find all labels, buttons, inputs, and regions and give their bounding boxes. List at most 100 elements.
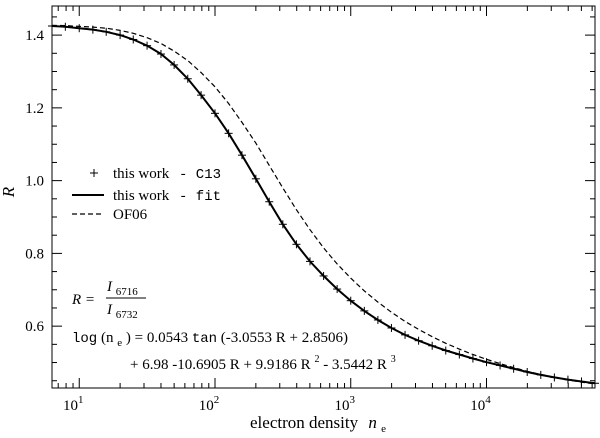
data-point	[197, 91, 206, 100]
data-point	[455, 350, 464, 359]
formula-log-arg-subscript: e	[117, 337, 122, 349]
legend-marker-plus	[90, 169, 98, 177]
data-point	[509, 364, 518, 373]
denominator-symbol: I	[106, 302, 113, 318]
y-axis-label: R	[0, 186, 18, 198]
data-point	[278, 220, 287, 229]
x-axis-label-symbol: n	[368, 413, 377, 432]
legend-entry-c13: this work - C13	[90, 166, 221, 183]
legend-entry-of06: OF06	[72, 207, 148, 223]
data-point	[116, 31, 125, 40]
data-point	[61, 22, 70, 31]
formula-tan-arg: (-3.0553 R + 2.8506)	[221, 330, 348, 346]
data-point	[102, 27, 111, 36]
legend: this work - C13 this work - fit OF06	[72, 166, 221, 223]
formula-line-1: log (n e ) = 0.0543 tan (-3.0553 R + 2.8…	[72, 330, 348, 350]
x-tick-label-base: 10	[63, 398, 78, 414]
x-tick-label: 104	[470, 394, 491, 414]
data-point	[333, 285, 342, 294]
data-point	[550, 373, 559, 382]
ratio-lhs: R =	[71, 292, 95, 308]
data-point	[401, 330, 410, 339]
x-tick-label-exponent: 4	[485, 394, 491, 406]
data-point	[414, 336, 423, 345]
data-point	[496, 361, 505, 370]
x-axis-label: electron density n e	[250, 413, 386, 435]
x-tick-label: 102	[199, 394, 220, 414]
ratio-numerator: I 6716	[106, 279, 138, 298]
data-point	[373, 315, 382, 324]
data-point	[441, 346, 450, 355]
numerator-symbol: I	[106, 279, 113, 295]
data-point	[563, 375, 572, 384]
data-point	[170, 60, 179, 69]
formula-coefficient: = 0.0543	[135, 330, 192, 346]
x-tick-label: 101	[63, 394, 84, 414]
x-axis-label-text: electron density	[250, 413, 359, 432]
data-point	[265, 197, 274, 206]
data-point	[319, 271, 328, 280]
formula-log-arg: (n	[101, 330, 114, 346]
data-point	[75, 24, 84, 33]
formula-line-2: + 6.98 -10.6905 R + 9.9186 R 2 - 3.5442 …	[130, 350, 396, 373]
series-of06	[51, 24, 596, 385]
formula-poly-b: - 3.5442 R	[323, 357, 387, 373]
data-point	[210, 109, 219, 118]
of06-line	[51, 24, 596, 385]
plot-frame	[51, 5, 596, 389]
legend-text-c13: this work - C13	[113, 166, 221, 183]
x-tick-label-exponent: 1	[78, 394, 84, 406]
legend-entry-fit: this work - fit	[72, 188, 221, 205]
legend-code-fit: - fit	[179, 189, 221, 205]
x-tick-label-exponent: 2	[214, 394, 220, 406]
denominator-subscript: 6732	[116, 309, 138, 321]
x-tick-label-exponent: 3	[349, 394, 355, 406]
data-point	[536, 370, 545, 379]
y-tick-label: 1.0	[25, 174, 44, 190]
numerator-subscript: 6716	[116, 286, 139, 298]
data-point	[143, 41, 152, 50]
data-point	[428, 341, 437, 350]
ratio-denominator: I 6732	[106, 302, 138, 321]
y-tick-label: 1.4	[25, 28, 44, 44]
data-point	[156, 50, 165, 59]
data-point	[387, 323, 396, 332]
x-tick-label-base: 10	[470, 398, 485, 414]
x-tick-label: 103	[334, 394, 355, 414]
y-tick-label: 0.6	[25, 319, 44, 335]
data-point	[523, 367, 532, 376]
formula-tan: tan	[192, 331, 217, 347]
x-tick-label-base: 10	[334, 398, 349, 414]
axis-ticks	[52, 6, 595, 388]
y-tick-label: 0.8	[25, 246, 44, 262]
formula-poly-a-sup: 2	[314, 354, 319, 365]
data-point	[48, 22, 56, 31]
data-point	[482, 358, 491, 367]
data-point	[88, 25, 97, 34]
data-point	[251, 174, 260, 183]
x-axis-label-subscript: e	[381, 423, 386, 435]
formula-poly-a: + 6.98 -10.6905 R + 9.9186 R	[130, 357, 311, 373]
data-point	[577, 377, 586, 386]
data-point	[224, 129, 233, 138]
formula-annotation: R = I 6716 I 6732 log (n e ) = 0.0543 ta…	[71, 279, 396, 373]
legend-label-fit: this work	[113, 188, 170, 204]
y-tick-label: 1.2	[25, 101, 44, 117]
data-point	[346, 296, 355, 305]
legend-label-of06: OF06	[113, 207, 148, 223]
legend-label-c13: this work	[113, 166, 170, 182]
series-c13	[48, 22, 599, 388]
x-tick-label-base: 10	[199, 398, 214, 414]
formula-log-arg-close: )	[126, 330, 131, 346]
formula-poly-b-sup: 3	[391, 354, 396, 365]
data-point	[129, 35, 138, 44]
data-point	[237, 151, 246, 160]
data-point	[305, 257, 314, 266]
legend-code-c13: - C13	[179, 167, 221, 183]
data-point	[292, 240, 301, 249]
data-point	[591, 379, 599, 388]
formula-log: log	[72, 331, 97, 347]
legend-text-fit: this work - fit	[113, 188, 221, 205]
